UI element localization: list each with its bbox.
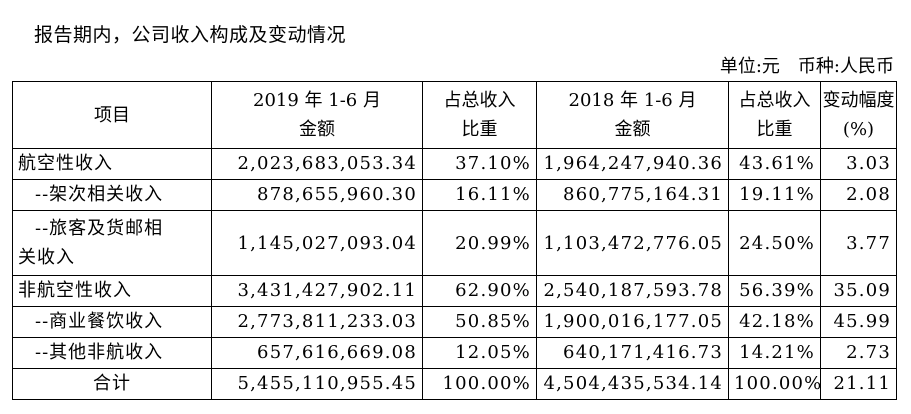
amount-2019: 1,145,027,093.04: [211, 210, 423, 276]
unit-label: 单位:元: [719, 56, 780, 77]
share-2019: 100.00%: [422, 368, 537, 400]
table-header-row: 项目 2019 年 1-6 月金额 占总收入 比重 2018 年 1-6 月金额 …: [12, 81, 897, 149]
row-name: 合计: [12, 368, 212, 400]
amount-2018: 2,540,187,593.78: [536, 275, 729, 307]
row-name-line-1: --旅客及货邮相: [35, 218, 164, 239]
share-2019: 20.99%: [422, 210, 537, 276]
amount-2019: 5,455,110,955.45: [211, 368, 423, 400]
amount-2019: 2,773,811,233.03: [211, 306, 423, 338]
table-row: 非航空性收入 3,431,427,902.11 62.90% 2,540,187…: [12, 275, 897, 307]
share-2019: 37.10%: [422, 148, 537, 180]
row-name-line-2: 关收入: [18, 247, 75, 268]
header-amount-2019: 2019 年 1-6 月金额: [211, 81, 423, 149]
share-2018: 43.61%: [728, 148, 821, 180]
table-row: --商业餐饮收入 2,773,811,233.03 50.85% 1,900,0…: [12, 306, 897, 338]
row-name: --其他非航收入: [12, 337, 212, 369]
amount-2018: 1,964,247,940.36: [536, 148, 729, 180]
currency-label: 币种:人民币: [797, 56, 894, 77]
amount-2018: 640,171,416.73: [536, 337, 729, 369]
change-pct: 3.77: [820, 210, 897, 276]
change-pct: 3.03: [820, 148, 897, 180]
share-2019: 12.05%: [422, 337, 537, 369]
amount-2018: 860,775,164.31: [536, 179, 729, 211]
amount-2018: 1,900,016,177.05: [536, 306, 729, 338]
share-2019: 50.85%: [422, 306, 537, 338]
share-2018: 19.11%: [728, 179, 821, 211]
header-share-2018: 占总收入 比重: [728, 81, 821, 149]
change-pct: 45.99: [820, 306, 897, 338]
table-row: --架次相关收入 878,655,960.30 16.11% 860,775,1…: [12, 179, 897, 211]
share-2019: 62.90%: [422, 275, 537, 307]
row-name: --商业餐饮收入: [12, 306, 212, 338]
row-name: --旅客及货邮相 关收入: [12, 210, 212, 276]
table-row-total: 合计 5,455,110,955.45 100.00% 4,504,435,53…: [12, 368, 897, 400]
row-name: 非航空性收入: [12, 275, 212, 307]
share-2019: 16.11%: [422, 179, 537, 211]
table-row: --旅客及货邮相 关收入 1,145,027,093.04 20.99% 1,1…: [12, 210, 897, 276]
document-title: 报告期内，公司收入构成及变动情况: [34, 24, 347, 46]
header-item: 项目: [12, 81, 212, 149]
header-change: 变动幅度 (%): [820, 81, 897, 149]
table-row: --其他非航收入 657,616,669.08 12.05% 640,171,4…: [12, 337, 897, 369]
change-pct: 35.09: [820, 275, 897, 307]
share-2018: 42.18%: [728, 306, 821, 338]
amount-2019: 657,616,669.08: [211, 337, 423, 369]
change-pct: 2.08: [820, 179, 897, 211]
unit-currency-line: 单位:元 币种:人民币: [702, 52, 894, 78]
share-2018: 24.50%: [728, 210, 821, 276]
share-2018: 100.00%: [728, 368, 821, 400]
amount-2018: 1,103,472,776.05: [536, 210, 729, 276]
change-pct: 21.11: [820, 368, 897, 400]
amount-2019: 2,023,683,053.34: [211, 148, 423, 180]
table-row: 航空性收入 2,023,683,053.34 37.10% 1,964,247,…: [12, 148, 897, 180]
share-2018: 14.21%: [728, 337, 821, 369]
amount-2019: 3,431,427,902.11: [211, 275, 423, 307]
header-amount-2018: 2018 年 1-6 月金额: [536, 81, 729, 149]
row-name: 航空性收入: [12, 148, 212, 180]
amount-2019: 878,655,960.30: [211, 179, 423, 211]
change-pct: 2.73: [820, 337, 897, 369]
share-2018: 56.39%: [728, 275, 821, 307]
amount-2018: 4,504,435,534.14: [536, 368, 729, 400]
row-name: --架次相关收入: [12, 179, 212, 211]
revenue-table: 项目 2019 年 1-6 月金额 占总收入 比重 2018 年 1-6 月金额 …: [12, 81, 897, 400]
header-share-2019: 占总收入 比重: [422, 81, 537, 149]
